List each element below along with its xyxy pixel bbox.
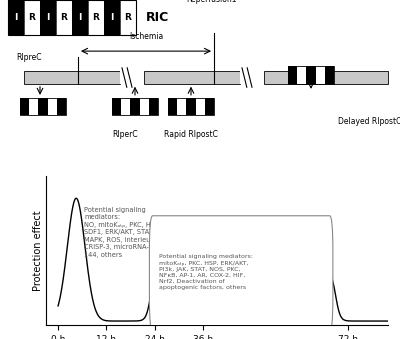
Bar xyxy=(144,72,240,84)
Bar xyxy=(240,72,264,84)
Bar xyxy=(325,66,334,84)
Text: I: I xyxy=(14,13,18,22)
Bar xyxy=(8,0,136,35)
Text: R: R xyxy=(60,13,68,22)
Text: I: I xyxy=(46,13,50,22)
Text: R: R xyxy=(92,13,100,22)
Text: Reperfusion1: Reperfusion1 xyxy=(186,0,236,4)
Bar xyxy=(168,98,214,116)
Bar xyxy=(120,72,144,84)
Text: I: I xyxy=(78,13,82,22)
Bar xyxy=(120,0,136,35)
Bar xyxy=(196,98,205,116)
Bar xyxy=(48,98,57,116)
Bar xyxy=(186,98,196,116)
Bar xyxy=(205,98,214,116)
Bar xyxy=(24,72,120,84)
Text: Potential signaling mediators:
mitoKₐₜₚ, PKC, HSP, ERK/AKT,
PI3k, JAK, STAT, NOS: Potential signaling mediators: mitoKₐₜₚ,… xyxy=(159,254,252,291)
Bar xyxy=(140,98,149,116)
Text: I: I xyxy=(110,13,114,22)
Bar xyxy=(40,0,56,35)
Text: RIpreC: RIpreC xyxy=(16,53,42,62)
Bar xyxy=(316,66,325,84)
Text: RIperC: RIperC xyxy=(112,129,138,139)
Bar xyxy=(24,0,40,35)
Bar xyxy=(288,66,297,84)
Text: R: R xyxy=(28,13,36,22)
Bar xyxy=(88,0,104,35)
Text: Ischemia: Ischemia xyxy=(129,32,163,41)
Bar xyxy=(149,98,158,116)
Text: R: R xyxy=(124,13,132,22)
Bar xyxy=(288,66,334,84)
Bar xyxy=(38,98,48,116)
Bar xyxy=(112,98,158,116)
Bar xyxy=(168,98,177,116)
Bar xyxy=(20,98,66,116)
Bar xyxy=(306,66,316,84)
Bar xyxy=(104,0,120,35)
Bar xyxy=(8,0,24,35)
Bar xyxy=(130,98,140,116)
Text: Rapid RIpostC: Rapid RIpostC xyxy=(164,129,218,139)
Bar xyxy=(20,98,29,116)
Text: Potential signaling
mediators:
NO, mitoKₐₜₚ, PKC, HIF,
SDF1, ERK/AKT, STAT,
MAPK: Potential signaling mediators: NO, mitoK… xyxy=(84,207,162,258)
Text: Delayed RIpostC: Delayed RIpostC xyxy=(338,117,400,126)
Bar xyxy=(177,98,186,116)
Text: RIC: RIC xyxy=(146,11,169,24)
Bar xyxy=(297,66,306,84)
Bar xyxy=(264,72,388,84)
Bar xyxy=(57,98,66,116)
Bar xyxy=(56,0,72,35)
Bar xyxy=(112,98,121,116)
Bar xyxy=(29,98,38,116)
FancyBboxPatch shape xyxy=(150,216,333,332)
Bar xyxy=(72,0,88,35)
Y-axis label: Protection effect: Protection effect xyxy=(33,211,43,291)
Bar xyxy=(121,98,130,116)
